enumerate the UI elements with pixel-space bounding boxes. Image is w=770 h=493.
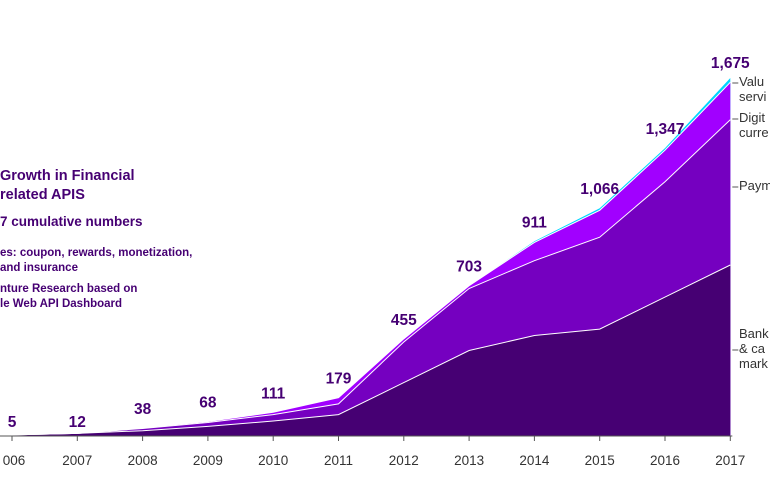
x-tick-label: 006 [3, 453, 26, 468]
x-tick-label: 2015 [585, 453, 615, 468]
legend-label: Valu [739, 74, 764, 89]
legend-label: Digit [739, 110, 765, 125]
total-value-label: 111 [261, 385, 286, 402]
legend-label: mark [739, 356, 768, 371]
legend-label: Paym [739, 178, 770, 193]
total-value-label: 1,347 [646, 121, 685, 138]
x-tick-label: 2009 [193, 453, 223, 468]
x-tick-label: 2011 [324, 453, 353, 468]
x-tick-label: 2016 [650, 453, 680, 468]
legend-label: servi [739, 89, 767, 104]
x-tick-label: 2017 [715, 453, 745, 468]
x-tick-label: 2007 [62, 453, 92, 468]
x-tick-label: 2014 [519, 453, 550, 468]
x-tick-label: 2012 [389, 453, 419, 468]
layer-boundary-line [11, 81, 731, 436]
total-value-label: 455 [391, 312, 417, 329]
total-value-label: 911 [522, 214, 547, 231]
legend-label: & ca [739, 341, 766, 356]
x-tick-label: 2008 [128, 453, 158, 468]
total-value-label: 1,675 [711, 55, 750, 72]
legend-label: Bank [739, 326, 769, 341]
category-note: es: coupon, rewards, monetization, and i… [0, 247, 193, 274]
x-tick-label: 2013 [454, 453, 484, 468]
layer-boundary-line [11, 264, 731, 436]
total-value-label: 1,066 [580, 181, 619, 198]
total-value-label: 38 [134, 401, 152, 418]
total-value-label: 703 [456, 259, 482, 276]
total-value-label: 12 [69, 414, 86, 431]
source-note: nture Research based on le Web API Dashb… [0, 283, 138, 310]
total-value-label: 5 [8, 414, 17, 431]
total-value-label: 68 [199, 394, 217, 411]
total-value-label: 179 [326, 371, 352, 388]
chart-title: Growth in Financial related APIS [0, 168, 135, 203]
x-tick-label: 2010 [258, 453, 288, 468]
chart-subtitle: 7 cumulative numbers [0, 214, 143, 229]
legend-label: curre [739, 125, 769, 140]
banking-area [12, 265, 731, 436]
